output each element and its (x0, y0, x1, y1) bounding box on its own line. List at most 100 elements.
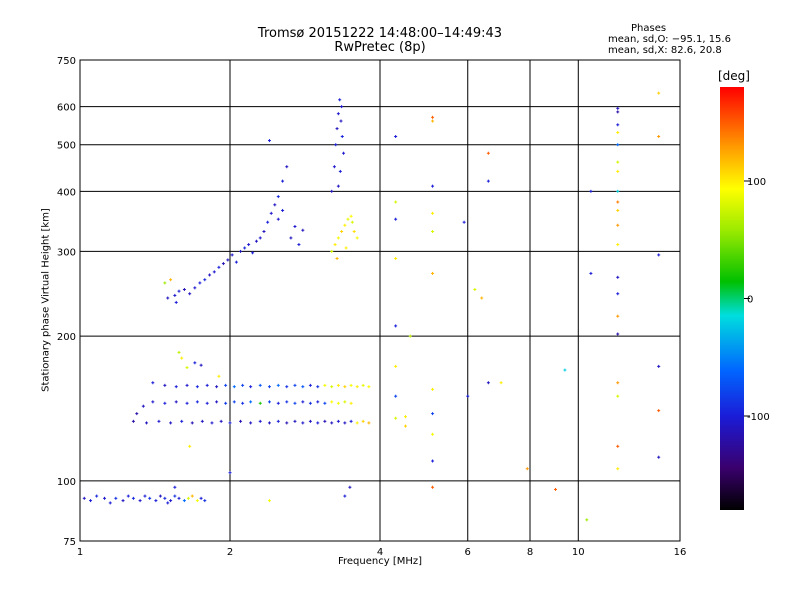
data-point (174, 400, 178, 404)
data-point (293, 401, 297, 405)
data-point (234, 260, 238, 264)
data-point (431, 211, 435, 215)
data-point (193, 361, 197, 365)
data-point (349, 419, 353, 423)
data-point (185, 383, 189, 387)
data-point (285, 165, 289, 169)
y-tick-label: 200 (57, 332, 76, 343)
data-point (316, 421, 320, 425)
x-tick-label: 2 (227, 547, 233, 558)
data-point (205, 401, 209, 405)
data-point (335, 127, 339, 131)
data-point (239, 249, 243, 253)
data-point (276, 195, 280, 199)
data-point (323, 383, 327, 387)
data-point (297, 243, 301, 247)
data-point (195, 499, 199, 503)
data-point (199, 496, 203, 500)
data-point (343, 400, 347, 404)
data-point (185, 366, 189, 370)
data-point (657, 455, 661, 459)
data-point (285, 421, 289, 425)
data-point (121, 499, 125, 503)
data-point (616, 381, 620, 385)
data-point (95, 494, 99, 498)
data-point (199, 363, 203, 367)
data-point (289, 236, 293, 240)
data-point (336, 401, 340, 405)
data-point (431, 387, 435, 391)
data-point (480, 296, 484, 300)
data-point (330, 385, 334, 389)
data-point (267, 400, 271, 404)
data-point (276, 217, 280, 221)
data-point (215, 385, 219, 389)
data-point (334, 143, 338, 147)
data-point (343, 385, 347, 389)
data-point (335, 256, 339, 260)
data-point (228, 471, 232, 475)
data-point (249, 421, 253, 425)
data-point (361, 383, 365, 387)
data-point (267, 385, 271, 389)
data-point (349, 214, 353, 218)
data-point (212, 270, 216, 274)
x-tick-label: 8 (527, 547, 533, 558)
data-point (349, 401, 353, 405)
y-tick-label: 400 (57, 187, 76, 198)
data-point (157, 419, 161, 423)
data-point (350, 220, 354, 224)
data-point (553, 487, 557, 491)
data-point (182, 287, 186, 291)
data-point (166, 296, 170, 300)
data-point (173, 293, 177, 297)
y-tick-label: 300 (57, 247, 76, 258)
data-point (355, 421, 359, 425)
data-point (276, 401, 280, 405)
data-point (339, 119, 343, 123)
data-point (285, 385, 289, 389)
data-point (308, 401, 312, 405)
x-axis-label: Frequency [MHz] (337, 556, 423, 567)
data-point (301, 400, 305, 404)
plot-frame (79, 59, 681, 542)
data-point (126, 494, 130, 498)
data-point (224, 401, 228, 405)
data-point (589, 271, 593, 275)
data-point (323, 401, 327, 405)
data-point (486, 179, 490, 183)
data-point (293, 419, 297, 423)
data-point (180, 356, 184, 360)
data-point (186, 496, 190, 500)
data-point (657, 91, 661, 95)
data-point (163, 496, 167, 500)
data-point (276, 383, 280, 387)
data-point (348, 485, 352, 489)
data-point (154, 499, 158, 503)
data-point (563, 368, 567, 372)
data-point (394, 200, 398, 204)
data-point (254, 239, 258, 243)
data-point (249, 400, 253, 404)
data-point (355, 385, 359, 389)
grid (80, 60, 680, 541)
data-point (208, 273, 212, 277)
data-point (243, 246, 247, 250)
data-point (355, 236, 359, 240)
data-point (273, 203, 277, 207)
y-axis-ticks: 75 100 200 300 400 500 600 750 (57, 56, 76, 548)
data-point (330, 421, 334, 425)
data-point (180, 419, 184, 423)
data-point (344, 246, 348, 250)
data-point (336, 419, 340, 423)
data-point (346, 217, 350, 221)
data-point (349, 383, 353, 387)
data-point (340, 105, 344, 109)
data-point (403, 424, 407, 428)
data-point (145, 421, 149, 425)
data-point (151, 381, 155, 385)
y-tick-label: 750 (57, 56, 76, 67)
data-point (158, 494, 162, 498)
data-point (616, 160, 620, 164)
data-point (333, 243, 337, 247)
